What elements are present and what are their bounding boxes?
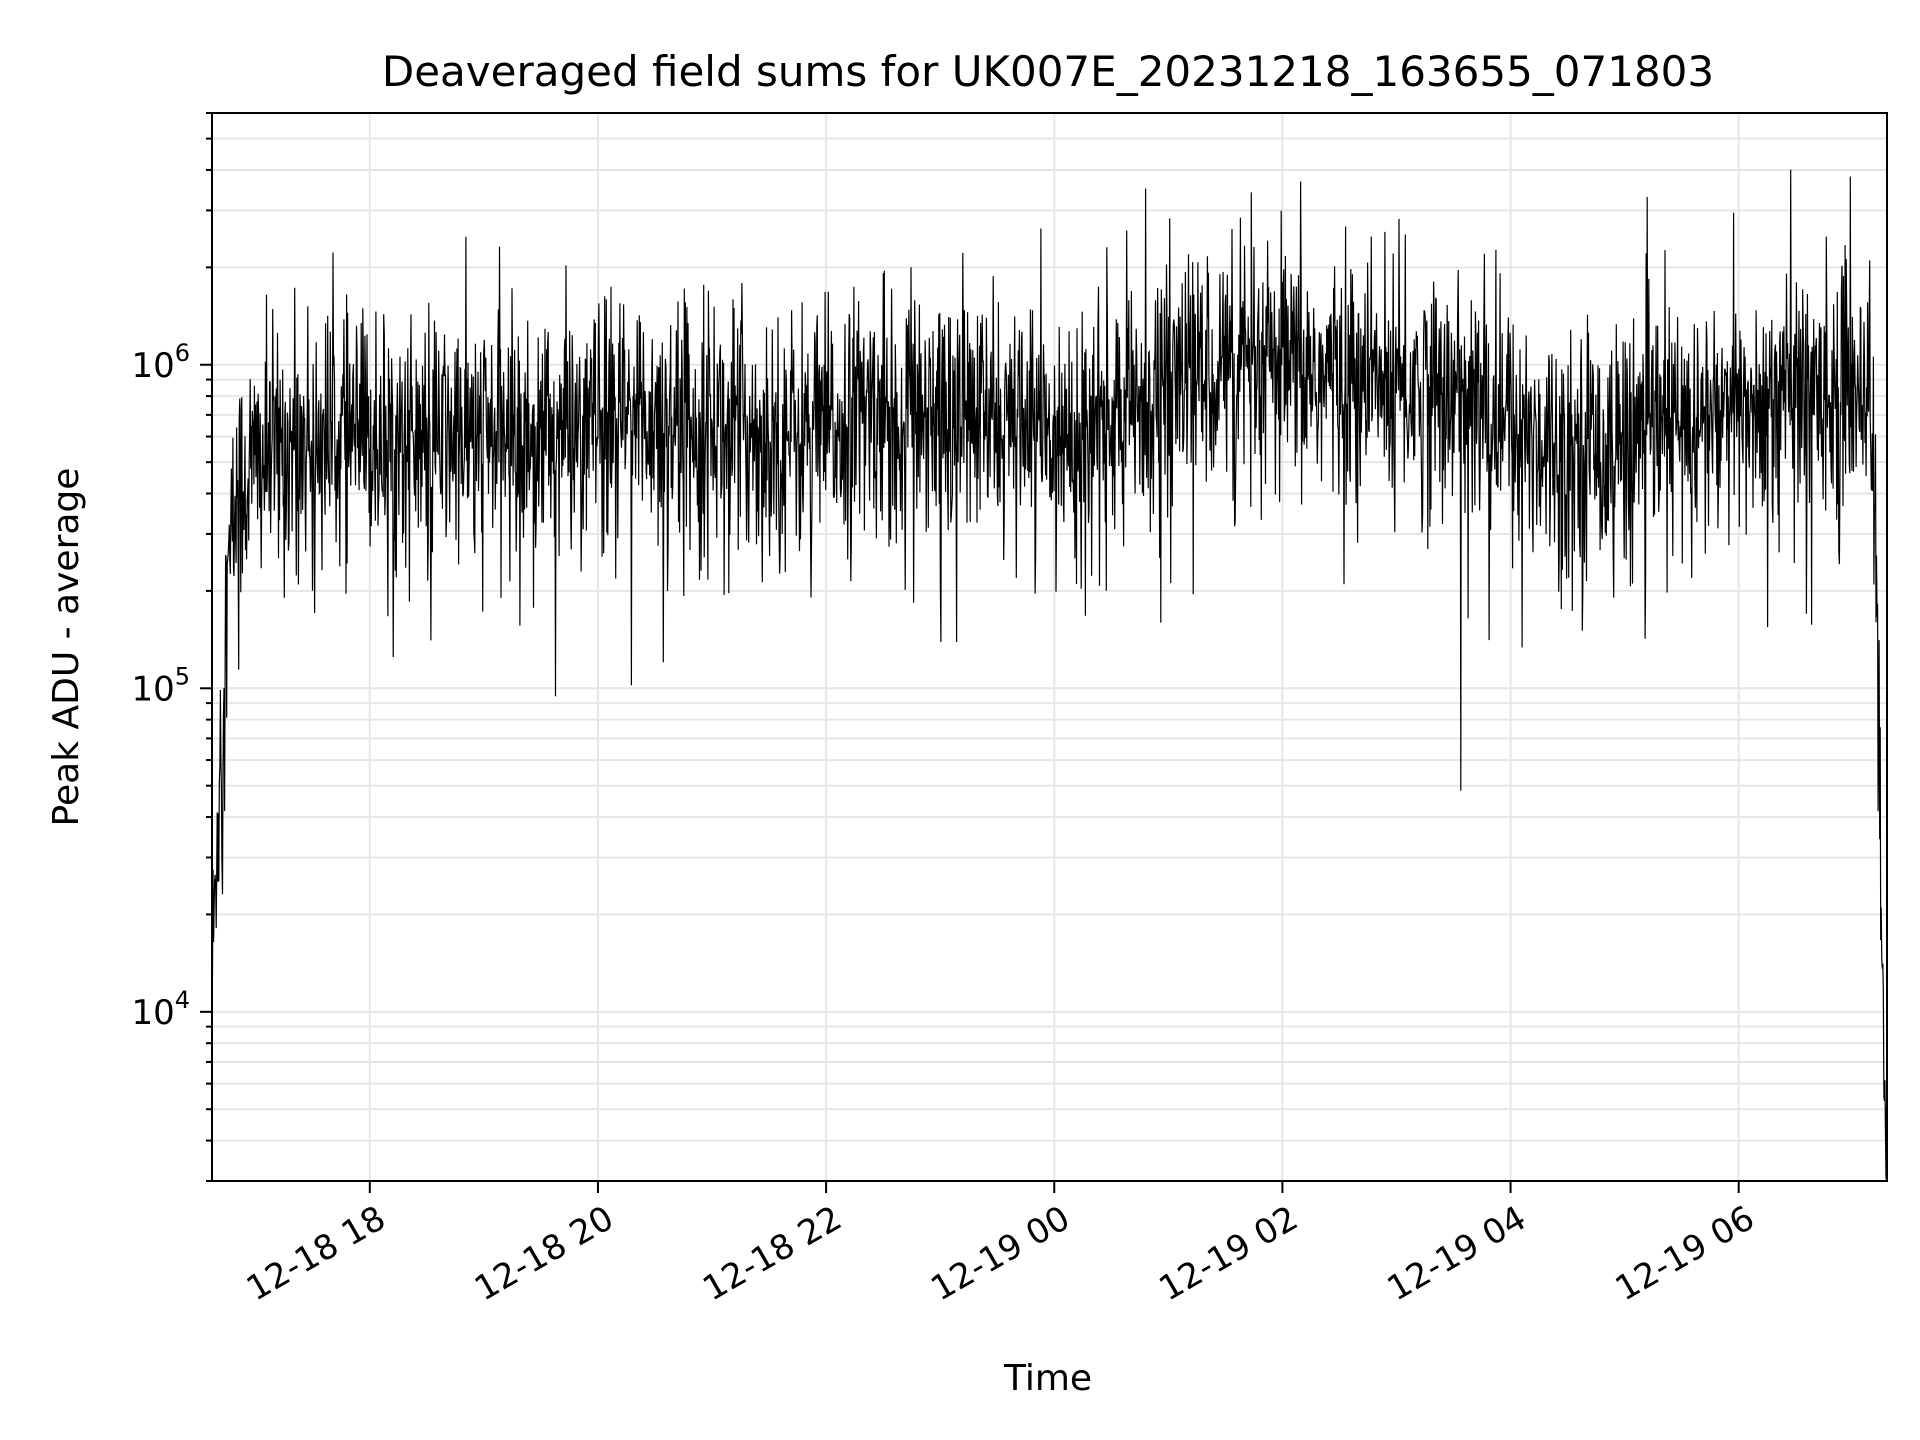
y-tick-base: 10 bbox=[131, 993, 174, 1033]
y-tick-label: 104 bbox=[131, 986, 190, 1033]
series-line bbox=[211, 169, 1888, 1180]
chart-title: Deaveraged field sums for UK007E_2023121… bbox=[382, 47, 1714, 96]
y-tick-exponent: 6 bbox=[175, 339, 190, 367]
series-line-group bbox=[211, 169, 1888, 1180]
y-tick-base: 10 bbox=[131, 669, 174, 709]
y-tick-exponent: 4 bbox=[175, 986, 190, 1014]
grid bbox=[212, 112, 1887, 1182]
plot-frame bbox=[211, 112, 1888, 1182]
y-axis-label: Peak ADU - average bbox=[46, 468, 87, 827]
y-tick-label: 106 bbox=[131, 339, 190, 386]
y-tick-base: 10 bbox=[131, 346, 174, 386]
y-tick-exponent: 5 bbox=[175, 662, 190, 690]
x-axis-label: Time bbox=[1003, 1358, 1092, 1399]
y-tick-label: 105 bbox=[131, 662, 190, 709]
